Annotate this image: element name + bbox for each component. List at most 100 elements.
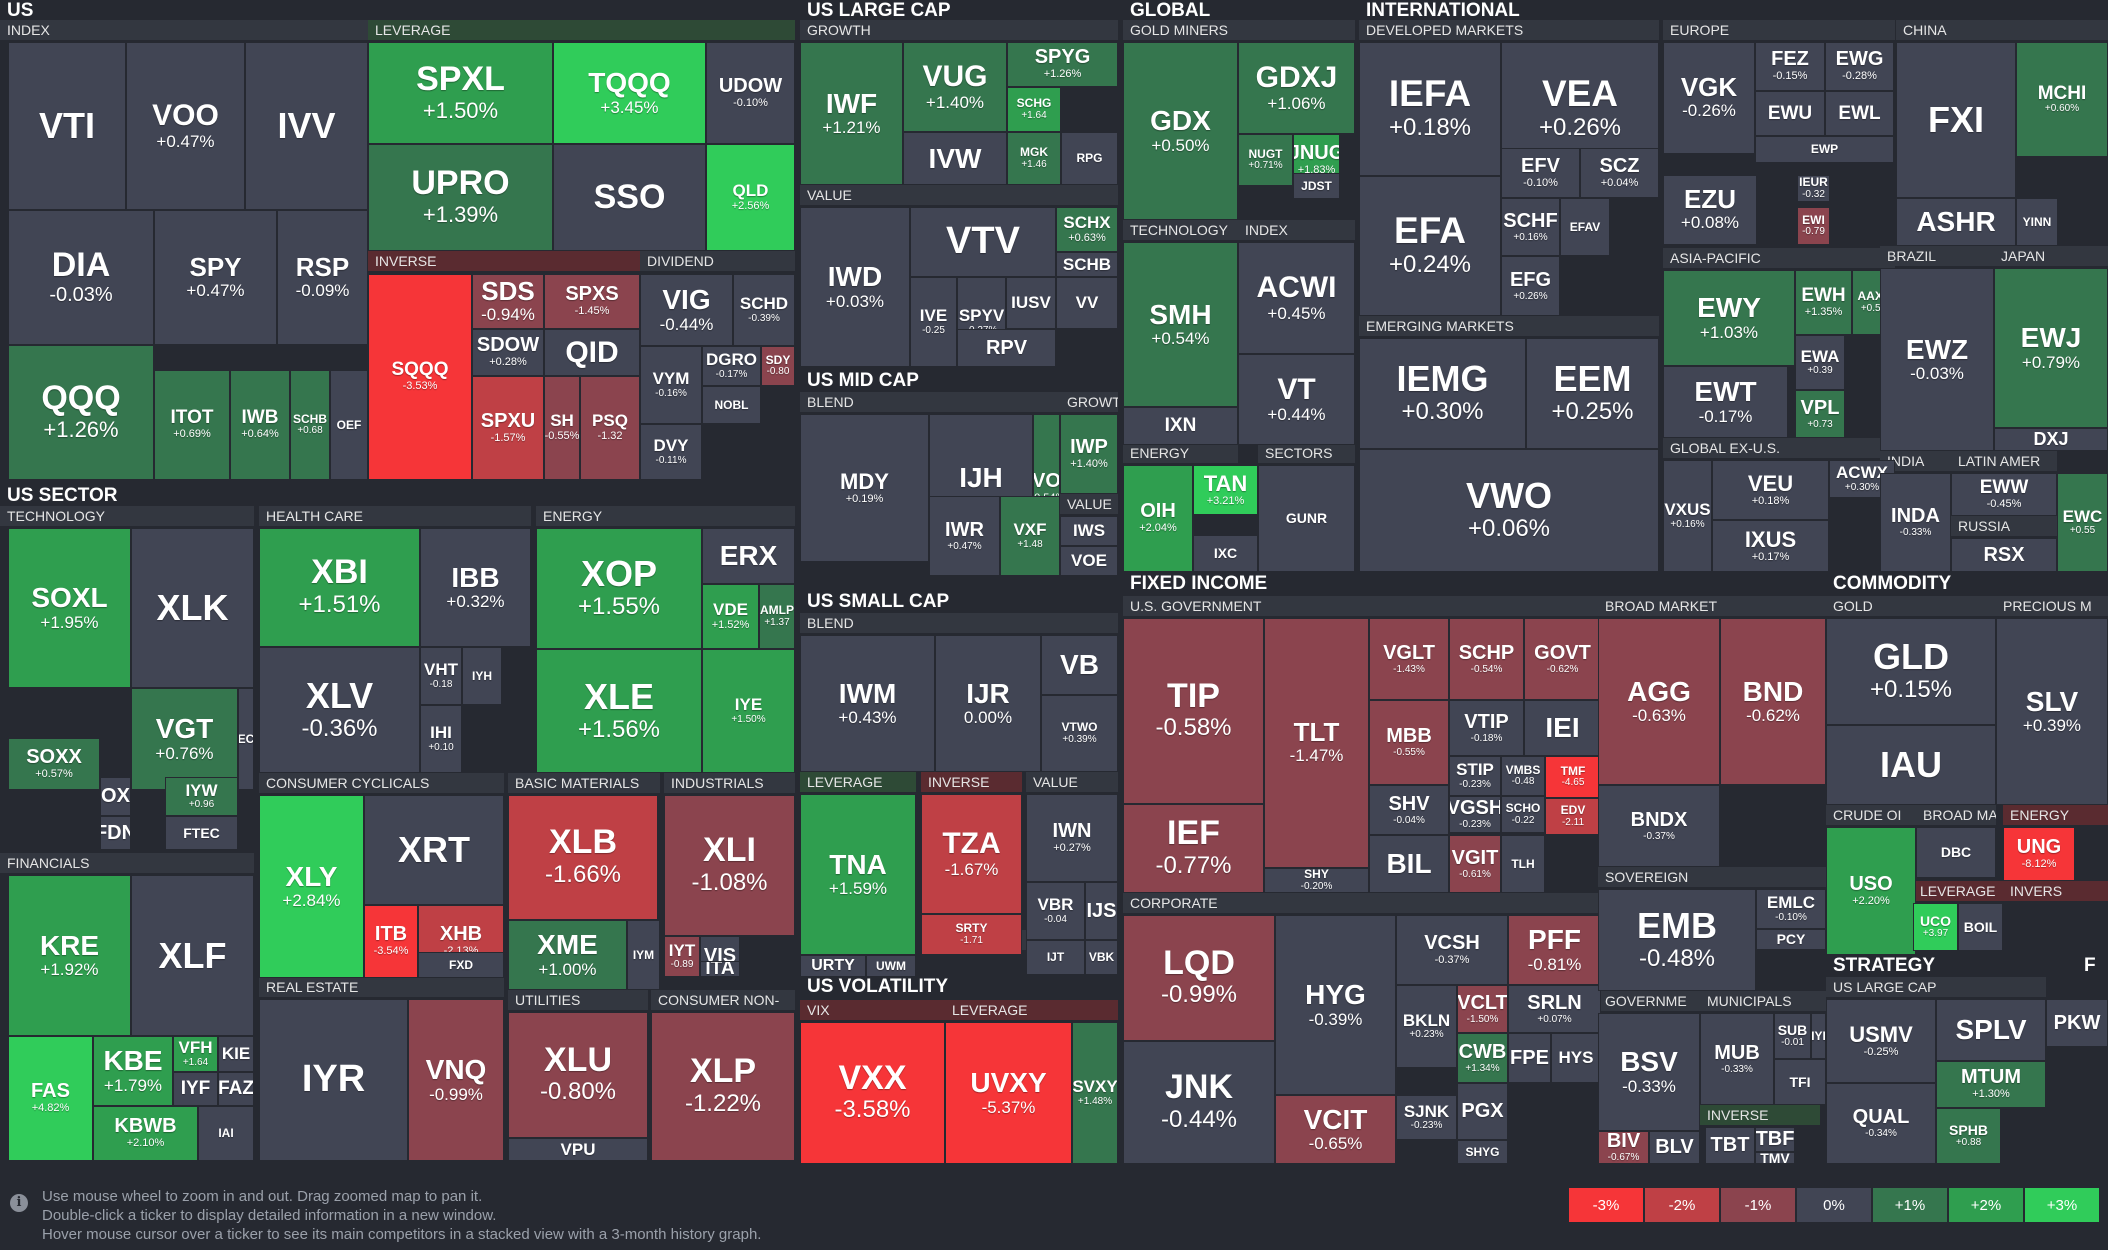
ticker-tile[interactable]: SPHB +0.88 [1936, 1108, 2001, 1164]
ticker-tile[interactable]: VPL +0.73 [1795, 390, 1845, 438]
ticker-tile[interactable]: IWB +0.64% [230, 370, 290, 480]
ticker-tile[interactable]: IXN [1123, 407, 1238, 445]
ticker-tile[interactable]: MGK +1.46 [1007, 132, 1061, 185]
ticker-tile[interactable]: XLE +1.56% [536, 649, 702, 773]
ticker-tile[interactable]: EMB -0.48% [1598, 889, 1756, 991]
ticker-tile[interactable]: VIG -0.44% [640, 274, 733, 346]
ticker-tile[interactable]: IEMG +0.30% [1359, 338, 1526, 449]
ticker-tile[interactable]: FDN [100, 816, 131, 850]
ticker-tile[interactable]: NUGT +0.71% [1238, 134, 1293, 186]
ticker-tile[interactable]: ITOT +0.69% [154, 370, 230, 480]
ticker-tile[interactable]: ITB -3.54% [364, 905, 418, 978]
ticker-tile[interactable]: VBR -0.04 [1026, 882, 1085, 940]
ticker-tile[interactable]: SSO [553, 144, 706, 251]
ticker-tile[interactable]: XOP +1.55% [536, 528, 702, 649]
ticker-tile[interactable]: PSQ -1.32 [580, 376, 640, 480]
ticker-tile[interactable]: PFF -0.81% [1508, 915, 1601, 985]
ticker-tile[interactable]: VGK -0.26% [1663, 42, 1755, 154]
ticker-tile[interactable]: SCHB +0.68 [290, 370, 330, 480]
ticker-tile[interactable]: GOVT -0.62% [1524, 618, 1601, 700]
ticker-tile[interactable]: UVXY -5.37% [945, 1022, 1072, 1164]
ticker-tile[interactable]: HYS [1551, 1033, 1601, 1083]
ticker-tile[interactable]: SDOW +0.28% [472, 329, 544, 376]
ticker-tile[interactable]: VT +0.44% [1238, 354, 1355, 445]
ticker-tile[interactable]: SHY -0.20% [1264, 868, 1369, 893]
ticker-tile[interactable]: IWM +0.43% [800, 635, 935, 772]
ticker-tile[interactable]: FTEC [165, 816, 238, 850]
ticker-tile[interactable]: XLK [131, 528, 254, 688]
ticker-tile[interactable]: UWM [866, 955, 916, 977]
ticker-tile[interactable]: EFA +0.24% [1359, 176, 1501, 316]
ticker-tile[interactable]: SPXS -1.45% [544, 274, 640, 329]
ticker-tile[interactable]: LQD -0.99% [1123, 915, 1275, 1041]
ticker-tile[interactable]: ACWI +0.45% [1238, 242, 1355, 354]
ticker-tile[interactable]: ERX [702, 528, 795, 584]
ticker-tile[interactable]: VBK [1085, 940, 1118, 975]
ticker-tile[interactable]: TNA +1.59% [800, 794, 916, 955]
ticker-tile[interactable]: TIP -0.58% [1123, 618, 1264, 804]
ticker-tile[interactable]: IYM [627, 920, 660, 990]
ticker-tile[interactable]: VCSH -0.37% [1396, 915, 1508, 985]
ticker-tile[interactable]: BIV -0.67% [1598, 1131, 1649, 1164]
ticker-tile[interactable]: EWL [1825, 91, 1894, 136]
ticker-tile[interactable]: EWI -0.79 [1797, 207, 1830, 245]
ticker-tile[interactable]: GLD +0.15% [1826, 618, 1996, 725]
ticker-tile[interactable]: EEM +0.25% [1526, 338, 1659, 449]
ticker-tile[interactable]: FXI [1896, 42, 2016, 198]
ticker-tile[interactable]: VGLT -1.43% [1369, 618, 1449, 700]
ticker-tile[interactable]: VMBS -0.48 [1501, 756, 1545, 796]
ticker-tile[interactable]: SUB -0.01 [1774, 1013, 1811, 1059]
ticker-tile[interactable]: IYE +1.50% [702, 649, 795, 773]
ticker-tile[interactable]: JDST [1293, 173, 1340, 199]
ticker-tile[interactable]: RPV [957, 329, 1056, 367]
ticker-tile[interactable]: IAI [198, 1106, 254, 1161]
ticker-tile[interactable]: SPLV [1936, 999, 2046, 1061]
ticker-tile[interactable]: IWS [1060, 516, 1118, 546]
ticker-tile[interactable]: TAN +3.21% [1193, 465, 1258, 515]
ticker-tile[interactable]: VXX -3.58% [800, 1022, 945, 1164]
ticker-tile[interactable]: SRTY -1.71 [921, 914, 1022, 955]
ticker-tile[interactable]: XBI +1.51% [259, 528, 420, 647]
ticker-tile[interactable]: SJNK -0.23% [1396, 1095, 1457, 1140]
ticker-tile[interactable]: MCHI +0.60% [2016, 42, 2108, 157]
ticker-tile[interactable]: SCZ +0.04% [1580, 148, 1659, 198]
ticker-tile[interactable]: RSP -0.09% [277, 210, 368, 345]
ticker-tile[interactable]: IYR [259, 999, 408, 1161]
ticker-tile[interactable]: VNQ -0.99% [408, 999, 504, 1161]
ticker-tile[interactable]: USMV -0.25% [1826, 999, 1936, 1083]
ticker-tile[interactable]: VFH +1.64 [173, 1036, 218, 1072]
ticker-tile[interactable]: MDY +0.19% [800, 414, 929, 562]
ticker-tile[interactable]: SDY -0.80 [761, 346, 795, 386]
ticker-tile[interactable]: VOE [1060, 546, 1118, 576]
ticker-tile[interactable]: INDA -0.33% [1880, 473, 1951, 572]
ticker-tile[interactable]: RSX [1951, 538, 2057, 572]
ticker-tile[interactable]: SCHD -0.39% [733, 274, 795, 346]
ticker-tile[interactable]: URTY [800, 955, 866, 977]
ticker-tile[interactable]: IAU [1826, 725, 1996, 805]
ticker-tile[interactable]: CWB +1.34% [1457, 1033, 1508, 1083]
ticker-tile[interactable]: IYH [462, 647, 502, 705]
ticker-tile[interactable]: PGX [1457, 1083, 1508, 1140]
ticker-tile[interactable]: TLH [1501, 835, 1545, 893]
ticker-tile[interactable]: TZA -1.67% [921, 794, 1022, 914]
ticker-tile[interactable]: SRLN +0.07% [1508, 985, 1601, 1033]
ticker-tile[interactable]: BLV [1649, 1131, 1700, 1164]
ticker-tile[interactable]: TQQQ +3.45% [553, 42, 706, 144]
ticker-tile[interactable]: TLT -1.47% [1264, 618, 1369, 868]
ticker-tile[interactable]: ITA [700, 961, 740, 977]
ticker-tile[interactable]: KBE +1.79% [93, 1036, 173, 1106]
ticker-tile[interactable]: BND -0.62% [1720, 618, 1826, 785]
ticker-tile[interactable]: SPYG +1.26% [1007, 42, 1118, 87]
ticker-tile[interactable]: EMLC -0.10% [1756, 889, 1826, 929]
ticker-tile[interactable]: BNDX -0.37% [1598, 785, 1720, 867]
ticker-tile[interactable]: IBB +0.32% [420, 528, 531, 647]
ticker-tile[interactable]: SLV +0.39% [1996, 618, 2108, 805]
ticker-tile[interactable]: IYW +0.96 [165, 777, 238, 816]
ticker-tile[interactable]: MUB -0.33% [1700, 1013, 1774, 1105]
ticker-tile[interactable]: GDX +0.50% [1123, 42, 1238, 220]
ticker-tile[interactable]: SQQQ -3.53% [368, 274, 472, 480]
ticker-tile[interactable]: XME +1.00% [508, 920, 627, 990]
ticker-tile[interactable]: MTUM +1.30% [1936, 1061, 2046, 1108]
ticker-tile[interactable]: VB [1041, 635, 1118, 695]
ticker-tile[interactable]: OEF [330, 370, 368, 480]
